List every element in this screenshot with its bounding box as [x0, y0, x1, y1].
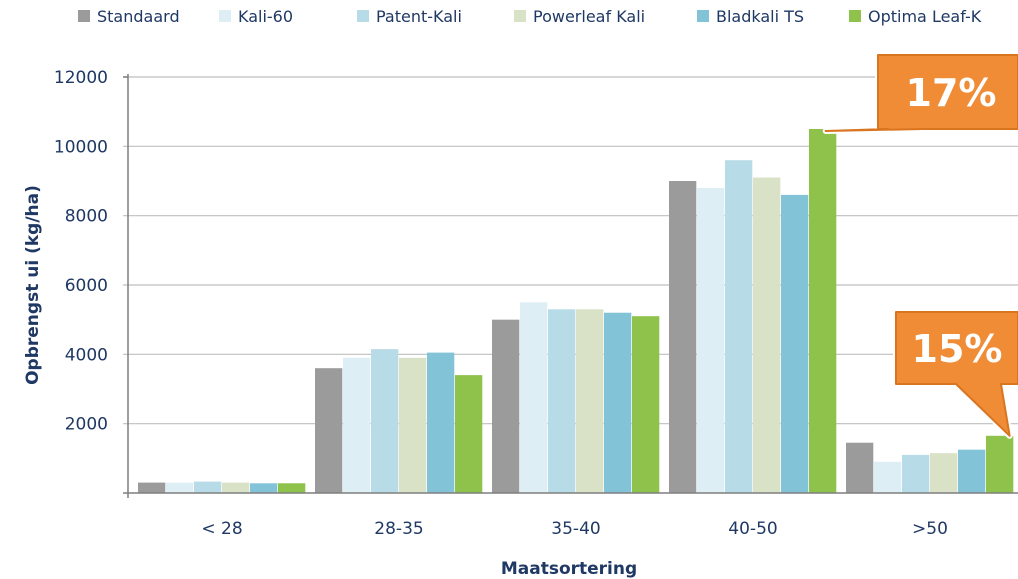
bar-optima-leaf-k	[632, 316, 660, 493]
x-tick-label: 40-50	[728, 519, 777, 539]
gridlines	[123, 76, 1018, 425]
bar-kali-60	[520, 302, 548, 493]
bar-standaard	[138, 482, 166, 493]
x-tick-labels: < 28 28-35 35-40 40-50 >50	[201, 519, 948, 539]
bar-optima-leaf-k	[809, 129, 837, 493]
callout-label: 15%	[912, 327, 1003, 371]
legend-swatch	[514, 10, 526, 22]
callout: 15%	[893, 309, 1018, 439]
y-tick-label: 12000	[54, 68, 108, 88]
callout: 17%	[822, 52, 1018, 134]
legend-label: Patent-Kali	[376, 7, 462, 26]
bar-bladkali-ts	[958, 449, 986, 493]
bar-patent-kali	[194, 481, 222, 493]
legend-swatch	[697, 10, 709, 22]
bar-powerleaf-kali	[753, 177, 781, 494]
bar-powerleaf-kali	[576, 309, 604, 493]
x-tick-label: 28-35	[374, 519, 423, 539]
callout-shape	[895, 311, 1018, 437]
bar-powerleaf-kali	[930, 453, 958, 493]
bar-powerleaf-kali	[399, 357, 427, 493]
legend-label: Kali-60	[238, 7, 293, 26]
legend: Standaard Kali-60 Patent-Kali Powerleaf Kal…	[78, 7, 982, 26]
axes	[123, 74, 1018, 498]
legend-swatch	[219, 10, 231, 22]
x-axis-title: Maatsortering	[501, 559, 637, 579]
legend-swatch	[357, 10, 369, 22]
bar-bladkali-ts	[781, 194, 809, 493]
bar-standaard	[315, 368, 343, 493]
legend-swatch	[78, 10, 90, 22]
bar-kali-60	[874, 461, 902, 493]
legend-label: Powerleaf Kali	[533, 7, 645, 26]
x-tick-label: >50	[912, 519, 948, 539]
legend-label: Bladkali TS	[716, 7, 804, 26]
bar-bladkali-ts	[250, 483, 278, 493]
bar-standaard	[669, 181, 697, 493]
bar-patent-kali	[902, 454, 930, 493]
bar-patent-kali	[548, 309, 576, 493]
y-tick-label: 10000	[54, 137, 108, 157]
bar-kali-60	[343, 357, 371, 493]
bar-standaard	[846, 442, 874, 493]
legend-swatch	[849, 10, 861, 22]
bar-bladkali-ts	[604, 312, 632, 493]
callouts: 17% 15%	[822, 52, 1018, 439]
bars	[138, 129, 1014, 494]
bar-kali-60	[166, 482, 194, 493]
bar-kali-60	[697, 187, 725, 493]
bar-patent-kali	[371, 349, 399, 493]
y-tick-label: 2000	[65, 415, 108, 435]
legend-label: Optima Leaf-K	[868, 7, 982, 26]
y-tick-label: 4000	[65, 345, 108, 365]
x-tick-label: 35-40	[551, 519, 600, 539]
y-axis-title: Opbrengst ui (kg/ha)	[23, 185, 43, 385]
callout-shape	[824, 54, 1018, 132]
bar-bladkali-ts	[427, 352, 455, 493]
bar-optima-leaf-k	[278, 483, 306, 493]
bar-patent-kali	[725, 160, 753, 493]
legend-label: Standaard	[97, 7, 180, 26]
bar-powerleaf-kali	[222, 482, 250, 493]
y-tick-labels: 2000 4000 6000 8000 10000 12000	[54, 68, 108, 435]
bar-standaard	[492, 319, 520, 493]
x-tick-label: < 28	[201, 519, 242, 539]
bar-optima-leaf-k	[455, 375, 483, 493]
bar-optima-leaf-k	[986, 435, 1014, 493]
y-tick-label: 6000	[65, 276, 108, 296]
y-tick-label: 8000	[65, 207, 108, 227]
callout-label: 17%	[906, 71, 997, 115]
